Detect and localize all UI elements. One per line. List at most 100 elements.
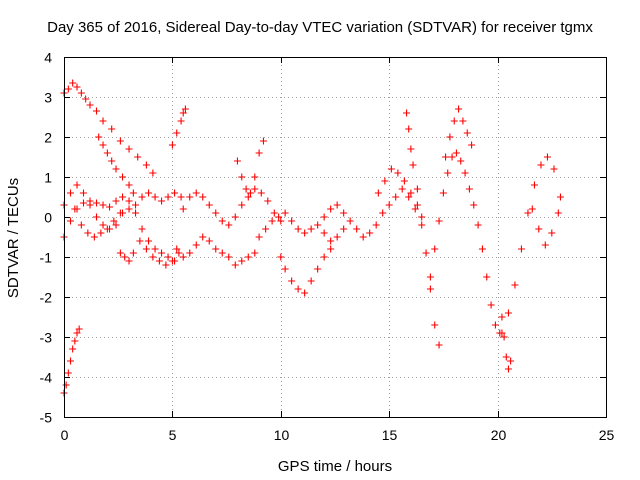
data-point [136, 237, 144, 245]
data-point [372, 221, 380, 229]
data-point [504, 309, 512, 317]
data-point [439, 189, 447, 197]
data-point [333, 233, 341, 241]
data-point [535, 225, 543, 233]
data-point [459, 117, 467, 125]
data-point [524, 209, 532, 217]
series-arc-8 [168, 105, 189, 149]
data-point [69, 345, 77, 353]
data-point [483, 273, 491, 281]
data-point [511, 281, 519, 289]
data-point [116, 249, 124, 257]
data-point [307, 277, 315, 285]
series-arc-9 [179, 185, 285, 229]
y-axis-ticks: 4 3 2 1 0 -1 -2 -3 -4 -5 [40, 50, 606, 426]
data-point [80, 199, 88, 207]
data-point [504, 365, 512, 373]
series-arc-1 [60, 79, 157, 177]
data-point [125, 257, 133, 265]
data-point [93, 199, 101, 207]
data-point [474, 221, 482, 229]
data-point [151, 245, 159, 253]
data-point [62, 381, 70, 389]
data-point [171, 189, 179, 197]
series-arc-12 [255, 201, 348, 241]
data-point [158, 249, 166, 257]
data-point [205, 237, 213, 245]
data-point [138, 193, 146, 201]
data-point [541, 241, 549, 249]
data-point [231, 213, 239, 221]
chart-title: Day 365 of 2016, Sidereal Day-to-day VTE… [47, 19, 593, 36]
data-point [381, 177, 389, 185]
x-tick-label: 20 [491, 427, 507, 443]
data-point [192, 189, 200, 197]
data-point [175, 249, 183, 257]
data-point [366, 229, 374, 237]
data-point [179, 253, 187, 261]
data-point [327, 237, 335, 245]
data-point [446, 133, 454, 141]
data-point [470, 201, 478, 209]
data-point [119, 173, 127, 181]
x-tick-label: 10 [274, 427, 290, 443]
plot-series [60, 79, 564, 397]
data-point [80, 189, 88, 197]
data-point [225, 253, 233, 261]
data-point [73, 83, 81, 91]
data-point [340, 209, 348, 217]
x-axis-ticks: 0 5 10 15 20 25 [61, 57, 614, 443]
data-point [359, 233, 367, 241]
data-point [327, 245, 335, 253]
data-point [554, 209, 562, 217]
data-point [327, 205, 335, 213]
data-point [125, 205, 133, 213]
data-point [99, 221, 107, 229]
data-point [262, 225, 270, 233]
data-point [199, 233, 207, 241]
series-arc-3 [95, 133, 137, 197]
data-point [97, 229, 105, 237]
data-point [379, 209, 387, 217]
data-point [238, 201, 246, 209]
data-point [225, 221, 233, 229]
data-point [418, 221, 426, 229]
data-point [218, 249, 226, 257]
data-point [403, 109, 411, 117]
data-point [528, 205, 536, 213]
data-point [301, 289, 309, 297]
data-point [431, 245, 439, 253]
data-point [405, 125, 413, 133]
data-point [431, 321, 439, 329]
data-point [413, 201, 421, 209]
data-point [320, 229, 328, 237]
data-point [550, 165, 558, 173]
data-point [69, 79, 77, 87]
data-point [212, 245, 220, 253]
data-point [134, 153, 142, 161]
data-point [238, 257, 246, 265]
data-point [413, 185, 421, 193]
plot-frame [64, 57, 607, 418]
data-point [444, 169, 452, 177]
data-point [138, 225, 146, 233]
data-point [537, 161, 545, 169]
data-point [64, 369, 72, 377]
data-point [409, 161, 417, 169]
data-point [155, 257, 163, 265]
data-point [179, 205, 187, 213]
data-point [385, 201, 393, 209]
data-point [77, 221, 85, 229]
data-point [398, 185, 406, 193]
data-point [314, 265, 322, 273]
data-point [387, 165, 395, 173]
data-point [179, 109, 187, 117]
data-point [422, 249, 430, 257]
data-point [93, 213, 101, 221]
data-point [394, 169, 402, 177]
data-point [487, 301, 495, 309]
y-tick-label: 0 [44, 210, 52, 226]
data-point [288, 277, 296, 285]
data-point [129, 189, 137, 197]
